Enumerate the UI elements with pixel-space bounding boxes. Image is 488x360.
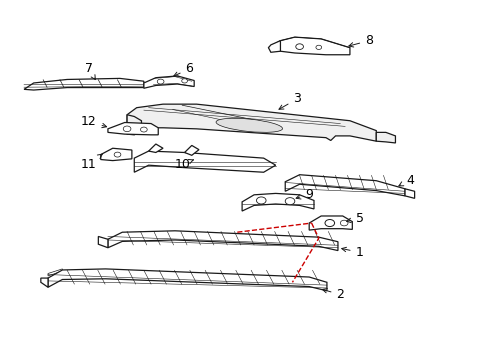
- Text: 5: 5: [346, 212, 363, 225]
- Polygon shape: [24, 78, 143, 90]
- Circle shape: [340, 220, 347, 226]
- Circle shape: [256, 197, 265, 204]
- Text: 1: 1: [341, 246, 363, 259]
- Polygon shape: [404, 189, 414, 198]
- Text: 11: 11: [81, 154, 102, 171]
- Polygon shape: [134, 151, 275, 172]
- Text: 8: 8: [348, 34, 372, 47]
- Text: 6: 6: [173, 62, 193, 76]
- Circle shape: [295, 44, 303, 49]
- Polygon shape: [127, 104, 376, 141]
- Polygon shape: [108, 231, 337, 251]
- Text: 7: 7: [84, 62, 95, 80]
- Circle shape: [325, 220, 334, 226]
- Polygon shape: [143, 76, 194, 88]
- Text: 10: 10: [174, 158, 193, 171]
- Text: 9: 9: [296, 188, 312, 201]
- Circle shape: [157, 79, 163, 84]
- Circle shape: [114, 152, 121, 157]
- Text: 3: 3: [279, 93, 301, 109]
- Text: 2: 2: [322, 288, 344, 301]
- Polygon shape: [376, 132, 395, 143]
- Polygon shape: [98, 237, 108, 248]
- Polygon shape: [108, 122, 158, 135]
- Polygon shape: [148, 144, 163, 153]
- Polygon shape: [127, 115, 141, 135]
- Text: 4: 4: [398, 174, 413, 186]
- Text: 12: 12: [81, 115, 106, 128]
- Ellipse shape: [216, 118, 282, 132]
- Polygon shape: [48, 269, 326, 291]
- Circle shape: [123, 126, 131, 132]
- Polygon shape: [127, 125, 139, 132]
- Polygon shape: [184, 145, 199, 155]
- Polygon shape: [101, 148, 132, 161]
- Polygon shape: [41, 278, 48, 287]
- Polygon shape: [268, 41, 280, 52]
- Circle shape: [140, 127, 147, 132]
- Circle shape: [182, 79, 187, 83]
- Polygon shape: [48, 269, 62, 276]
- Circle shape: [315, 45, 321, 49]
- Circle shape: [285, 198, 294, 205]
- Polygon shape: [285, 175, 404, 196]
- Polygon shape: [308, 216, 351, 230]
- Polygon shape: [242, 193, 313, 211]
- Polygon shape: [268, 37, 349, 55]
